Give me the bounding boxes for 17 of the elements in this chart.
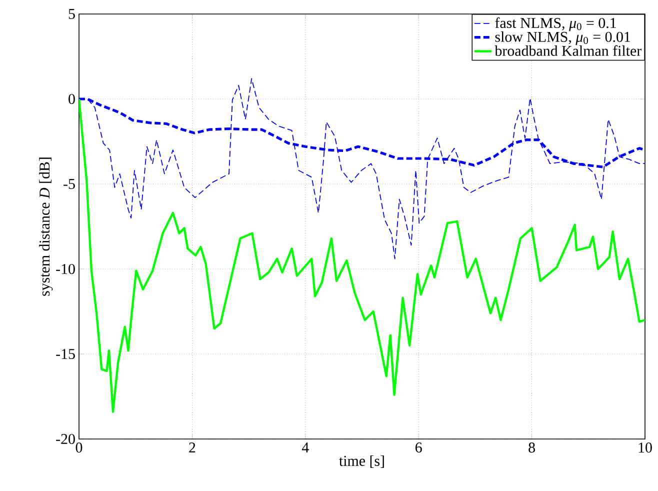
x-tick-label: 4 [302,442,309,452]
x-tick-label: 8 [528,442,535,453]
legend-label: fast NLMS, μ$_{0}$ = 0.1 [495,17,616,32]
y-tick-label: -5 [64,179,75,189]
y-tick-label: -15 [56,349,75,359]
y-axis-title: system distance D [dB] [39,158,53,296]
x-tick-label: 0 [76,442,82,453]
x-tick-label: 10 [638,442,652,453]
x-axis-title: time [s] [339,455,384,468]
y-tick-label: 5 [68,9,75,19]
legend-label: slow NLMS, μ$_{0}$ = 0.01 [495,31,630,45]
y-tick-label: 0 [68,94,75,104]
x-tick-label: 2 [189,442,196,452]
y-tick-label: -10 [56,264,75,274]
legend-label: broadband Kalman filter [494,45,642,56]
x-tick-label: 6 [416,442,422,453]
y-tick-label: -20 [56,434,75,444]
